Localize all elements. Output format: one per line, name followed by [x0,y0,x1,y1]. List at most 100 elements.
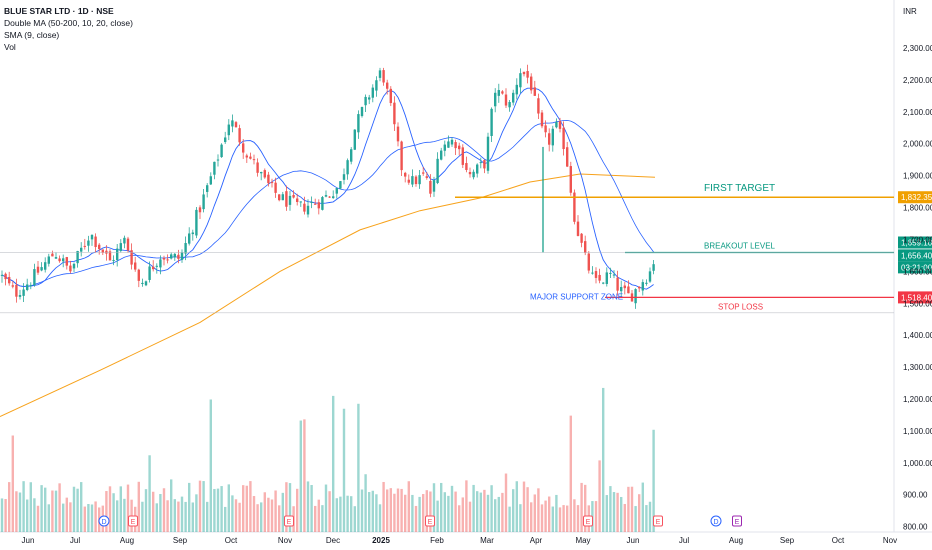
marker-label: E [586,519,591,526]
candle-body [436,158,439,184]
volume-bar [8,482,11,532]
candle-body [184,243,187,254]
candle-body [83,245,86,247]
volume-bar [202,481,205,532]
volume-bar [256,504,259,532]
countdown-tag-bg [898,261,932,274]
stop-price-tag-bg [898,291,932,304]
volume-bar [540,504,544,532]
candle-body [576,221,580,236]
volume-bar [562,505,565,532]
x-tick-label: Sep [780,536,795,545]
y-tick-label: 1,800.00 [903,204,932,213]
volume-bar [288,483,292,532]
y-tick-label: 1,500.00 [903,299,932,308]
volume-bar [602,387,605,532]
volume-bar [324,484,328,532]
candle-body [551,128,554,146]
marker-label: E [656,519,661,526]
volume-bar [184,501,187,532]
volume-bar [252,496,256,532]
legend-indicator-sma[interactable]: SMA (9, close) [4,30,60,40]
x-tick-label: Mar [480,536,494,545]
candle-body [8,277,11,284]
volume-bar [580,482,583,532]
candle-body [213,161,216,175]
x-tick-label: Nov [278,536,292,545]
candle-body [321,197,324,210]
volume-bar [497,496,500,532]
volume-bar [569,415,572,532]
volume-bar [400,488,403,532]
candle-body [119,243,122,251]
candle-body [634,289,637,304]
x-tick-label: Jul [679,536,689,545]
candle-body [425,176,428,178]
volume-bar [425,490,428,532]
volume-bar [144,489,148,532]
volume-bar [461,497,464,532]
volume-bar [173,499,176,532]
major-support-zone-label: MAJOR SUPPORT ZONE [530,292,623,301]
legend-indicator-vol[interactable]: Vol [4,42,16,52]
candle-body [418,175,421,185]
y-tick-label: 1,900.00 [903,172,932,181]
breakout-price-tag: 1,659.10 [901,239,932,248]
x-tick-label: 2025 [372,536,390,545]
candle-body [447,141,450,148]
marker-label: D [713,519,718,526]
volume-bar [612,492,616,532]
volume-bar [4,499,7,532]
candle-body [648,271,652,282]
y-tick-label: 1,700.00 [903,235,932,244]
candle-body [422,172,425,174]
volume-bar [191,502,194,532]
candle-body [580,233,583,243]
volume-bar [386,489,389,532]
candle-body [206,185,209,192]
candle-body [490,108,493,136]
candle-body [440,150,443,160]
volume-bar [80,482,83,532]
volume-bar [15,491,18,532]
volume-bar [29,482,32,532]
candle-body [249,156,252,159]
volume-bar [285,482,288,532]
candle-body [116,248,119,261]
candle-body [364,96,367,106]
volume-bar [393,493,396,532]
volume-bar [33,498,36,532]
candle-body [483,160,486,169]
volume-bar [342,408,346,532]
volume-bar [616,492,619,532]
last-price-tag-bg [898,249,932,262]
candle-body [22,289,25,296]
volume-bar [126,484,130,532]
volume-bar [47,504,50,532]
volume-bar [105,491,108,532]
volume-bar [378,504,382,532]
candle-body [591,272,594,274]
candle-body [616,277,619,291]
candle-body [220,144,223,158]
volume-bar [11,435,14,532]
candle-body [494,92,497,107]
candle-body [324,195,328,197]
candle-body [40,267,43,271]
volume-bar [476,491,479,532]
volume-bar [432,483,436,532]
candle-body [396,126,400,142]
candle-body [292,194,295,198]
candle-body [18,295,22,297]
candle-body [137,269,140,281]
ma200-path [0,173,656,417]
x-tick-label: Dec [326,536,340,545]
candle-body [159,259,162,268]
volume-bar [447,495,450,532]
legend-indicator-double-ma[interactable]: Double MA (50-200, 10, 20, close) [4,18,133,28]
volume-bar [310,485,313,532]
candle-body [468,171,472,175]
candle-body [620,287,623,292]
volume-bar [54,490,58,532]
